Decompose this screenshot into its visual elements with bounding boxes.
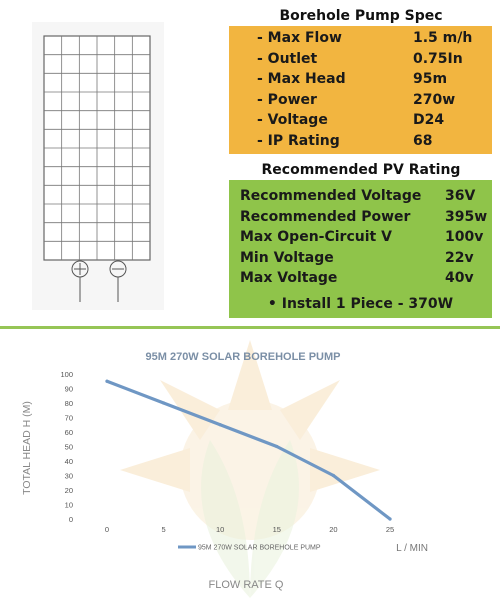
- pv-value: 22v: [445, 249, 474, 266]
- y-tick-label: 40: [65, 457, 73, 466]
- spec-row: - Power 270w: [257, 92, 492, 112]
- install-note: • Install 1 Piece - 370W: [267, 296, 454, 312]
- pv-row: Recommended Power 395w: [240, 209, 490, 229]
- spec-value: 1.5 m/h: [413, 30, 473, 46]
- spec-value: 95m: [413, 71, 448, 87]
- y-tick-label: 0: [69, 515, 73, 524]
- x-tick-label: 0: [105, 525, 109, 534]
- panel-grid: [43, 35, 151, 261]
- spec-row: - Max Flow 1.5 m/h: [257, 30, 492, 50]
- y-tick-label: 90: [65, 385, 73, 394]
- pv-row: Max Open-Circuit V 100v: [240, 229, 490, 249]
- spec-label: - Max Head: [257, 71, 346, 87]
- spec-value: 68: [413, 132, 433, 149]
- x-tick-label: 10: [216, 525, 224, 534]
- spec-row: - Max Head 95m: [257, 71, 492, 91]
- legend-label: 95M 270W SOLAR BOREHOLE PUMP: [198, 545, 321, 552]
- x-tick-label: 25: [386, 525, 394, 534]
- data-point: [388, 517, 392, 521]
- solar-panel-icon: [43, 35, 151, 302]
- pv-value: 40v: [445, 270, 474, 286]
- minus-terminal-icon: [109, 260, 127, 302]
- pv-row: Max Voltage 40v: [240, 270, 490, 290]
- x-tick-label: 15: [273, 525, 281, 534]
- pv-label: Recommended Power: [240, 208, 411, 225]
- y-axis-label: TOTAL HEAD H (M): [21, 401, 33, 495]
- y-tick-label: 100: [60, 370, 73, 379]
- section-divider: [0, 326, 500, 329]
- y-tick-label: 30: [65, 472, 73, 481]
- spec-value: 270w: [413, 91, 456, 108]
- y-tick-label: 50: [65, 443, 73, 452]
- series-line: [105, 379, 392, 521]
- data-point: [162, 401, 166, 405]
- spec-row: - Outlet 0.75In: [257, 51, 492, 71]
- spec-value: 0.75In: [413, 50, 463, 67]
- pump-spec-box: - Max Flow 1.5 m/h - Outlet 0.75In - Max Hea…: [229, 26, 492, 154]
- spec-label: - Voltage: [257, 112, 328, 128]
- data-point: [275, 444, 279, 449]
- x-axis-label: FLOW RATE Q: [209, 579, 284, 591]
- pv-value: 100v: [445, 229, 484, 245]
- solar-panel-illustration: [32, 22, 164, 310]
- data-point: [331, 473, 335, 478]
- pv-row: Min Voltage 22v: [240, 250, 490, 270]
- x-axis-unit: L / MIN: [396, 543, 428, 554]
- pv-value: 36V: [445, 188, 476, 204]
- pv-label: Max Voltage: [240, 270, 338, 286]
- pump-spec-title: Borehole Pump Spec: [279, 8, 443, 24]
- pv-label: Recommended Voltage: [240, 188, 422, 204]
- plus-terminal-icon: [71, 260, 89, 302]
- pv-row: Recommended Voltage 36V: [240, 188, 490, 208]
- data-point: [105, 379, 109, 383]
- chart-title: 95M 270W SOLAR BOREHOLE PUMP: [146, 351, 341, 363]
- y-tick-label: 80: [65, 399, 73, 408]
- y-tick-label: 10: [65, 501, 73, 510]
- spec-row: - Voltage D24: [257, 112, 492, 132]
- spec-row: - IP Rating 68: [257, 133, 492, 153]
- spec-label: - Power: [257, 91, 317, 108]
- pv-label: Max Open-Circuit V: [240, 229, 392, 245]
- x-tick-label: 5: [162, 525, 166, 534]
- spec-value: D24: [413, 112, 445, 128]
- pv-rating-box: • Install 1 Piece - 370W Recommended Vol…: [229, 180, 492, 318]
- y-tick-label: 70: [65, 414, 73, 423]
- y-tick-label: 60: [65, 428, 73, 437]
- spec-label: - Outlet: [257, 50, 318, 67]
- pv-rating-title: Recommended PV Rating: [261, 162, 461, 178]
- y-tick-label: 20: [65, 486, 73, 495]
- spec-label: - Max Flow: [257, 30, 342, 46]
- pv-value: 395w: [445, 208, 488, 225]
- spec-label: - IP Rating: [257, 132, 340, 149]
- pv-label: Min Voltage: [240, 249, 334, 266]
- data-point: [218, 423, 222, 427]
- x-tick-label: 20: [329, 525, 337, 534]
